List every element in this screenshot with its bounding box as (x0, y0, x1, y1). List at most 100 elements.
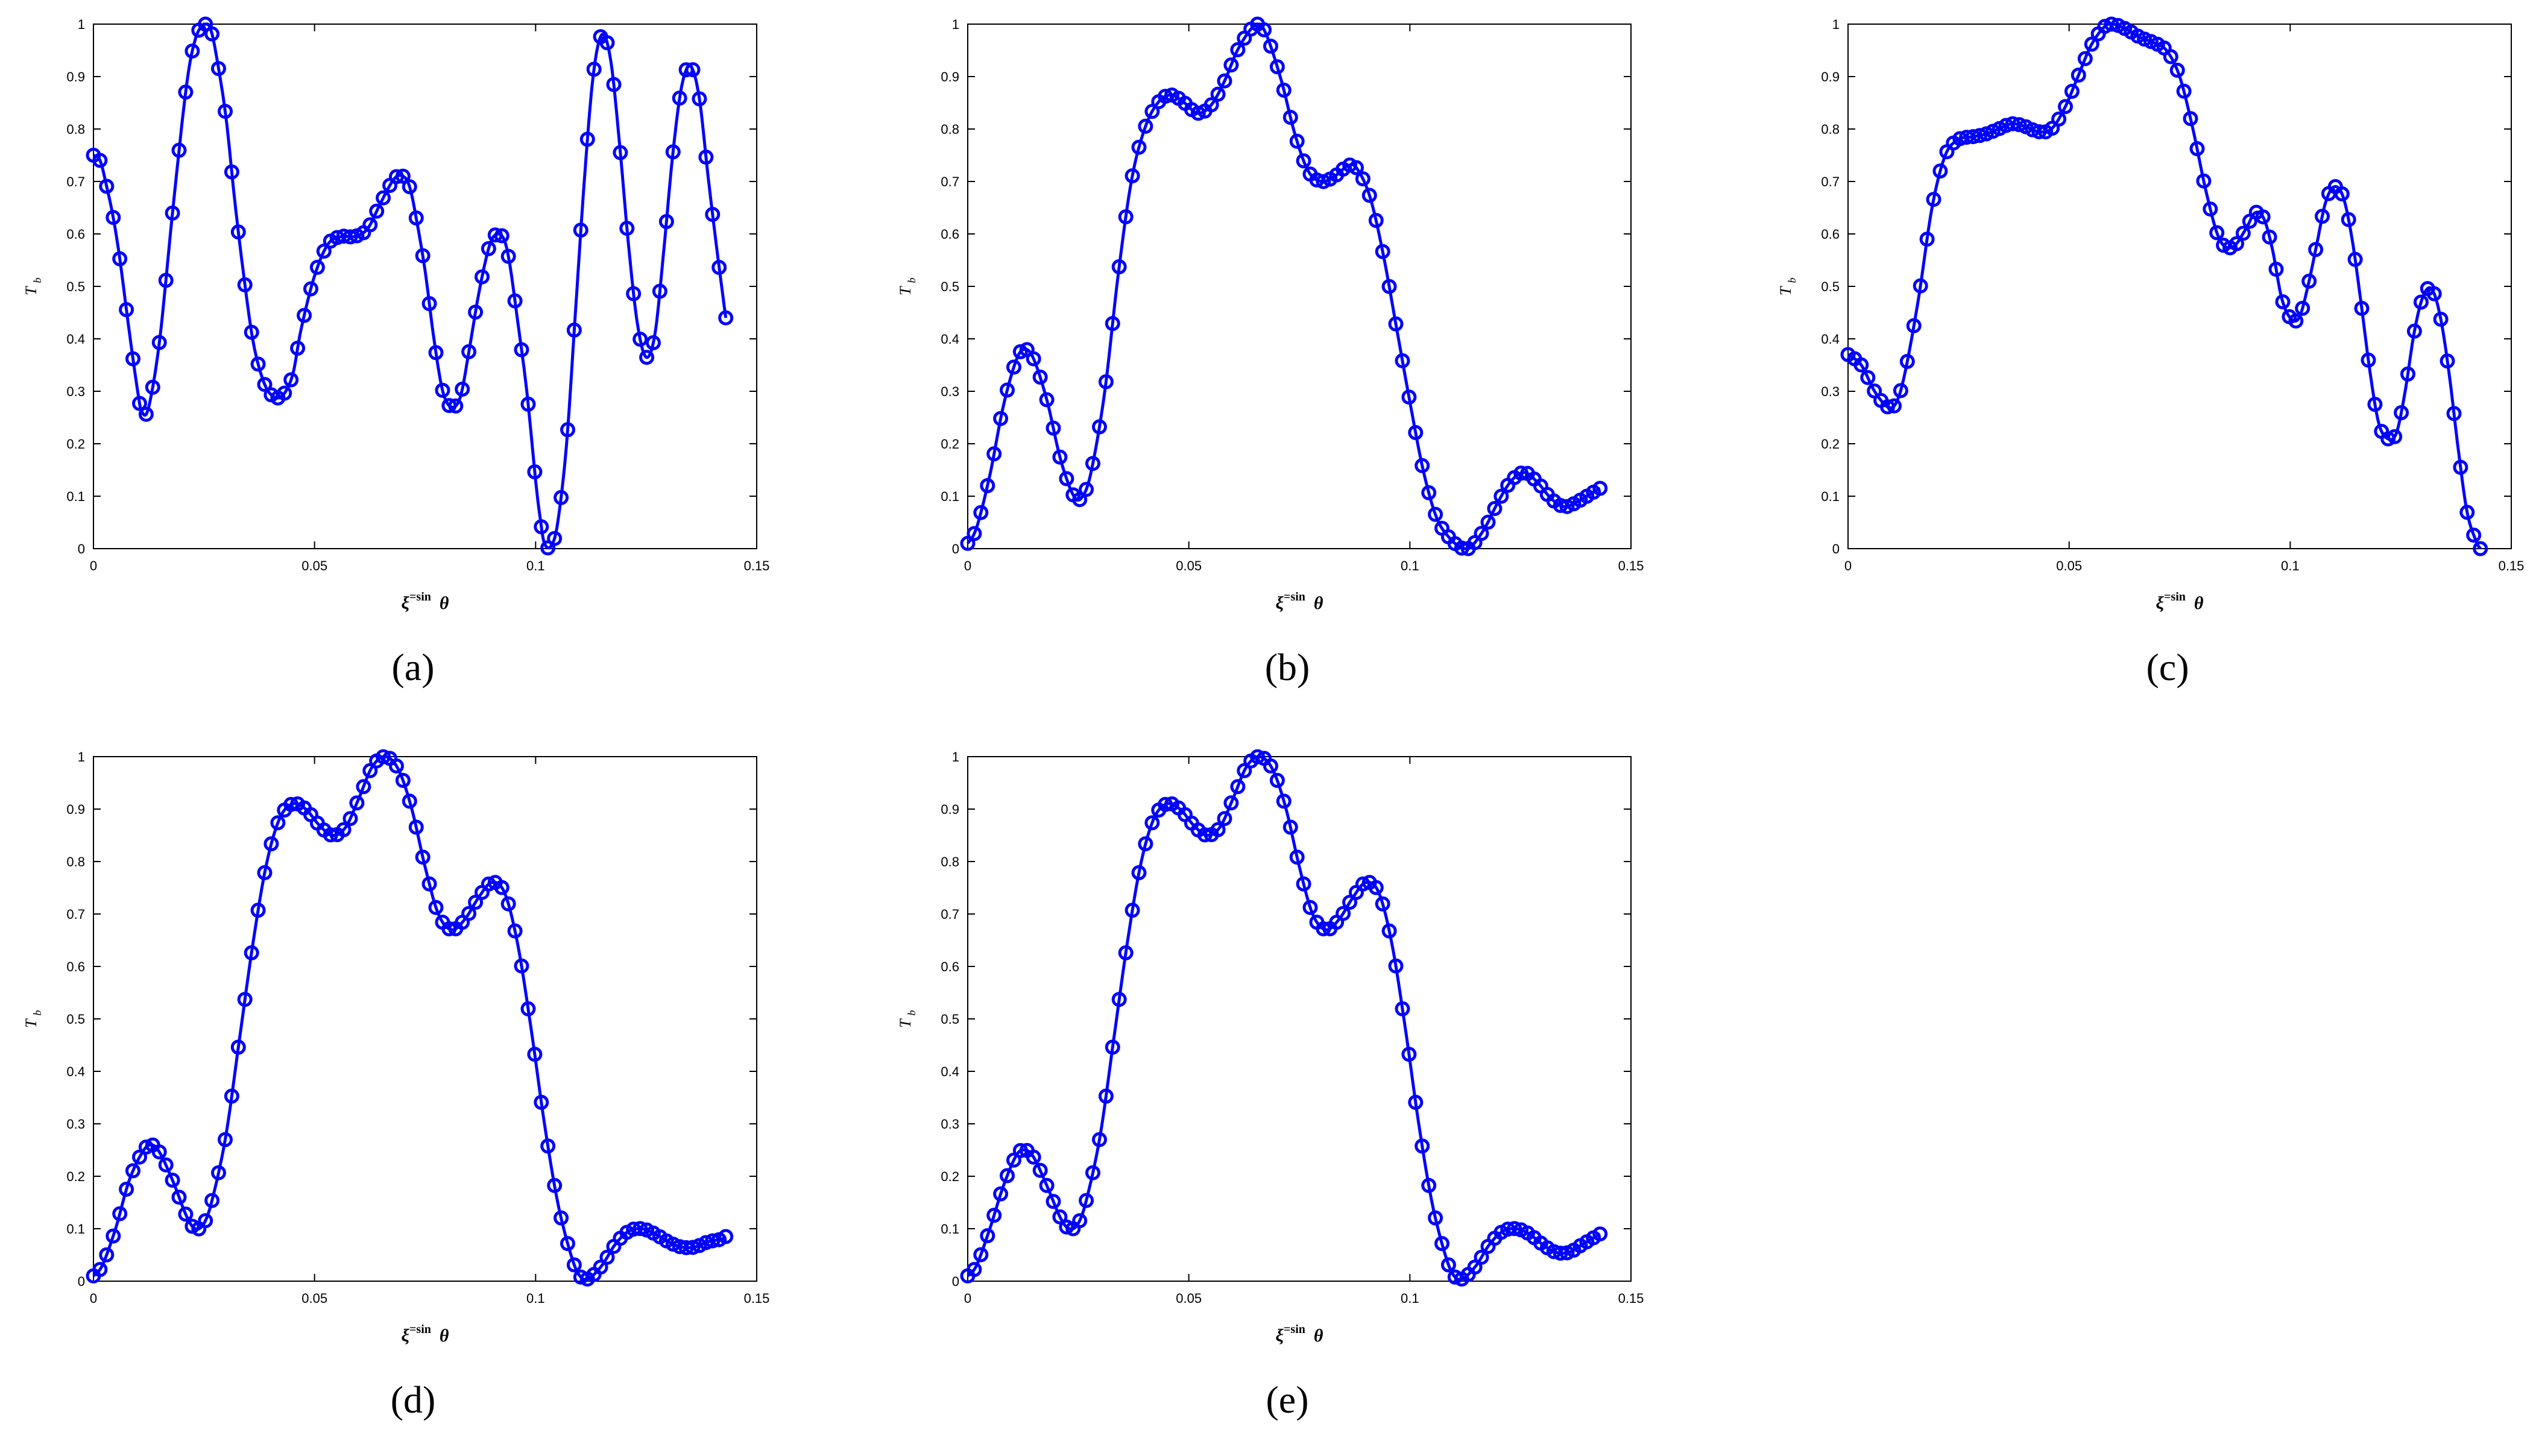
data-point-marker (106, 1228, 121, 1244)
data-point-marker (1415, 1138, 1430, 1154)
data-point-marker (2387, 429, 2403, 444)
x-tick-label: 0 (964, 558, 971, 573)
data-point-marker (92, 1262, 108, 1278)
y-tick-label: 1 (78, 17, 85, 32)
data-point-marker (421, 296, 437, 312)
data-point-marker (1032, 370, 1048, 385)
data-point-marker (415, 849, 431, 865)
data-point-marker (1111, 992, 1127, 1007)
data-point-marker (2275, 294, 2291, 310)
data-point-marker (277, 385, 292, 401)
chart-panel-a: 0 0.05 0.1 0.15 0 0.1 0.2 0.3 0.4 0.5 0.6 0.7 0.8 0.9… (0, 0, 844, 723)
data-point-marker (218, 1132, 233, 1147)
data-point-marker (500, 896, 516, 912)
data-point-marker (606, 77, 622, 92)
data-point-marker (566, 323, 582, 338)
data-point-marker (1289, 849, 1305, 865)
data-point-marker (527, 464, 543, 480)
y-tick-label: 0.2 (1821, 436, 1840, 452)
caption-b: (b) (1264, 646, 1310, 689)
data-point-marker (1388, 958, 1404, 974)
data-point-marker (230, 1039, 246, 1055)
data-point-marker (428, 900, 444, 915)
data-point-marker (692, 91, 707, 107)
data-point-marker (2268, 262, 2284, 277)
data-point-marker (204, 1193, 220, 1208)
data-point-marker (1395, 353, 1410, 368)
data-point-marker (1052, 449, 1068, 465)
data-point-marker (1507, 1221, 1522, 1237)
data-point-marker (632, 332, 648, 347)
data-point-marker (112, 251, 128, 266)
data-point-marker (1257, 22, 1272, 37)
data-point-marker (2459, 505, 2475, 520)
data-point-marker (1276, 83, 1292, 98)
data-point-marker (1105, 316, 1120, 332)
data-point-marker (1085, 456, 1100, 471)
data-point-marker (2183, 111, 2198, 127)
y-tick-label: 0.1 (66, 489, 85, 504)
data-point-marker (1197, 827, 1213, 843)
data-point-marker (283, 372, 299, 388)
data-point-marker (2051, 112, 2067, 127)
data-point-marker (711, 260, 727, 275)
y-tick-label: 0.4 (941, 332, 959, 347)
data-point-marker (1415, 458, 1430, 473)
data-point-marker (2406, 323, 2422, 339)
y-tick-label: 0.3 (941, 1117, 959, 1132)
x-axis-label-sup: =sin (2164, 590, 2186, 604)
data-point-marker (1887, 398, 1902, 414)
data-point-marker (494, 880, 509, 895)
data-point-marker (224, 164, 239, 180)
data-point-marker (1926, 192, 1941, 207)
data-point-marker (151, 1144, 167, 1160)
data-point-marker (1144, 815, 1160, 831)
y-axis-label: Tb (22, 278, 43, 295)
y-tick-label: 0.6 (66, 227, 85, 242)
x-tick-label: 0 (90, 558, 97, 573)
data-point-marker (685, 62, 701, 78)
data-point-marker (2315, 209, 2330, 224)
data-point-marker (402, 179, 417, 195)
y-tick-label: 0.5 (66, 1012, 85, 1027)
series-line (966, 22, 1601, 550)
x-tick-label: 0.15 (2499, 558, 2525, 573)
data-point-marker (1276, 793, 1292, 809)
data-point-marker (1447, 1269, 1463, 1285)
data-point-marker (507, 923, 523, 939)
data-point-marker (718, 310, 734, 326)
y-tick-label: 0.7 (1821, 174, 1840, 189)
data-point-marker (1203, 97, 1219, 113)
data-point-marker (678, 62, 694, 78)
data-point-marker (1124, 903, 1140, 918)
data-point-marker (2341, 212, 2356, 227)
data-point-marker (2163, 49, 2178, 65)
y-axis-label-subscript: b (31, 278, 43, 283)
data-point-marker (2347, 251, 2363, 267)
data-point-marker (119, 1182, 134, 1197)
data-point-marker (250, 903, 266, 918)
data-point-marker (527, 1047, 543, 1062)
data-point-marker (2011, 117, 2027, 133)
y-tick-label: 0 (78, 541, 85, 556)
data-point-marker (1039, 392, 1055, 408)
y-tick-label: 0.8 (941, 122, 959, 137)
y-tick-label: 0.1 (66, 1221, 85, 1237)
data-point-marker (1487, 501, 1503, 516)
chart-svg-a: 0 0.05 0.1 0.15 0 0.1 0.2 0.3 0.4 0.5 0.6 0.7 0.8 0.9… (22, 16, 769, 613)
data-point-marker (1138, 836, 1153, 852)
data-point-marker (1079, 482, 1094, 497)
data-point-marker (2440, 353, 2455, 369)
data-point-marker (1263, 758, 1278, 774)
x-tick-label: 0.15 (744, 1291, 770, 1306)
data-point-marker (1098, 1088, 1114, 1104)
data-point-marker (1592, 481, 1608, 496)
data-point-marker (520, 396, 536, 412)
data-point-marker (586, 61, 602, 77)
caption-e: (e) (1266, 1378, 1309, 1421)
x-tick-label: 0.05 (301, 558, 327, 573)
data-point-marker (257, 865, 273, 880)
data-point-marker (2473, 541, 2488, 556)
data-point-marker (1336, 906, 1351, 921)
data-point-marker (1006, 359, 1021, 375)
